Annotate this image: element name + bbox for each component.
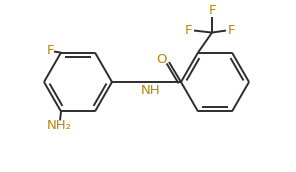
Text: F: F bbox=[46, 44, 54, 57]
Text: NH₂: NH₂ bbox=[46, 119, 72, 132]
Text: F: F bbox=[228, 24, 236, 37]
Text: F: F bbox=[184, 24, 192, 37]
Text: NH: NH bbox=[141, 83, 160, 96]
Text: O: O bbox=[157, 52, 167, 66]
Text: F: F bbox=[208, 4, 216, 17]
